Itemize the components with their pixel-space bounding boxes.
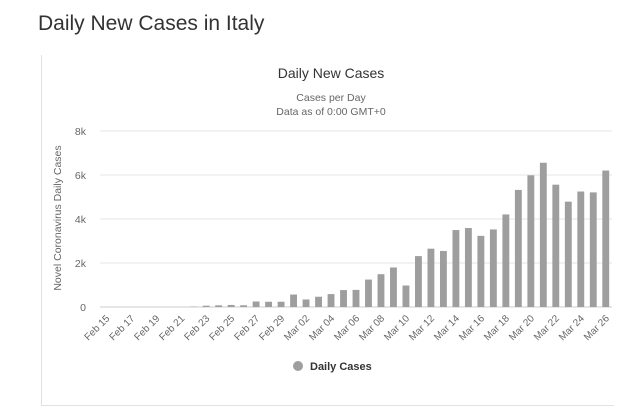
bar[interactable] bbox=[602, 170, 610, 307]
x-tick-label: Mar 02 bbox=[282, 313, 312, 343]
bar[interactable] bbox=[514, 189, 522, 307]
bar[interactable] bbox=[452, 230, 460, 307]
legend-label[interactable]: Daily Cases bbox=[310, 361, 372, 373]
y-tick-label: 2k bbox=[75, 258, 87, 270]
x-tick-label: Feb 25 bbox=[207, 313, 237, 343]
bar[interactable] bbox=[215, 305, 223, 307]
x-tick-label: Mar 08 bbox=[357, 313, 387, 343]
x-tick-label: Mar 04 bbox=[307, 313, 337, 343]
chart-container: Daily New Cases Cases per Day Data as of… bbox=[41, 55, 614, 406]
bar[interactable] bbox=[327, 294, 335, 307]
bar[interactable] bbox=[489, 229, 497, 307]
bar[interactable] bbox=[527, 175, 535, 307]
x-tick-label: Feb 29 bbox=[257, 313, 287, 343]
daily-cases-chart: Daily New Cases Cases per Day Data as of… bbox=[52, 65, 613, 373]
bar[interactable] bbox=[577, 191, 585, 307]
bar[interactable] bbox=[439, 250, 447, 307]
page-title: Daily New Cases in Italy bbox=[38, 12, 265, 35]
y-tick-label: 8k bbox=[75, 126, 87, 138]
x-tick-label: Mar 18 bbox=[482, 313, 512, 343]
y-tick-label: 0 bbox=[80, 302, 86, 314]
bar[interactable] bbox=[365, 279, 372, 307]
bar[interactable] bbox=[352, 289, 360, 307]
bar[interactable] bbox=[502, 214, 510, 307]
grid-lines bbox=[100, 130, 612, 308]
bar[interactable] bbox=[464, 228, 472, 307]
legend-marker bbox=[293, 361, 303, 371]
bar[interactable] bbox=[265, 301, 273, 307]
bar[interactable] bbox=[539, 162, 547, 307]
bar[interactable] bbox=[227, 304, 235, 307]
bar[interactable] bbox=[427, 248, 435, 307]
x-tick-label: Feb 23 bbox=[182, 313, 212, 343]
bar[interactable] bbox=[564, 201, 572, 307]
x-tick-label: Mar 24 bbox=[557, 313, 587, 343]
bar[interactable] bbox=[240, 305, 248, 307]
bar[interactable] bbox=[589, 192, 597, 307]
chart-title: Daily New Cases bbox=[278, 65, 385, 81]
x-tick-label: Mar 16 bbox=[457, 313, 487, 343]
x-tick-label: Mar 20 bbox=[507, 313, 537, 343]
y-axis-ticks: 0 2k 4k 6k 8k bbox=[75, 126, 87, 314]
x-tick-label: Mar 26 bbox=[582, 313, 612, 343]
y-tick-label: 6k bbox=[75, 170, 87, 182]
bar[interactable] bbox=[552, 184, 560, 307]
bar[interactable] bbox=[315, 296, 322, 307]
bar-series bbox=[190, 162, 610, 308]
bar[interactable] bbox=[277, 301, 285, 307]
x-tick-label: Feb 17 bbox=[108, 313, 138, 343]
x-tick-label: Mar 12 bbox=[407, 313, 437, 343]
x-tick-label: Feb 19 bbox=[133, 313, 163, 343]
x-tick-label: Mar 06 bbox=[332, 313, 362, 343]
x-tick-label: Feb 15 bbox=[83, 313, 113, 343]
bar[interactable] bbox=[252, 301, 260, 308]
x-tick-label: Feb 27 bbox=[232, 313, 262, 343]
chart-subtitle-line-1: Cases per Day bbox=[296, 92, 366, 104]
x-tick-label: Mar 14 bbox=[432, 313, 462, 343]
bar[interactable] bbox=[390, 267, 397, 307]
x-tick-label: Mar 10 bbox=[382, 313, 412, 343]
bar[interactable] bbox=[377, 274, 385, 307]
legend[interactable]: Daily Cases bbox=[293, 361, 372, 373]
y-tick-label: 4k bbox=[75, 214, 87, 226]
bar[interactable] bbox=[302, 299, 310, 307]
chart-subtitle-line-2: Data as of 0:00 GMT+0 bbox=[276, 106, 386, 118]
bar[interactable] bbox=[202, 305, 210, 307]
bar[interactable] bbox=[415, 256, 422, 307]
bar[interactable] bbox=[340, 290, 347, 307]
x-tick-label: Feb 21 bbox=[157, 313, 187, 343]
y-axis-title: Novel Coronavirus Daily Cases bbox=[52, 145, 64, 290]
x-tick-label: Mar 22 bbox=[532, 313, 562, 343]
bar[interactable] bbox=[402, 285, 410, 307]
bar[interactable] bbox=[290, 294, 297, 307]
bar[interactable] bbox=[477, 235, 485, 307]
